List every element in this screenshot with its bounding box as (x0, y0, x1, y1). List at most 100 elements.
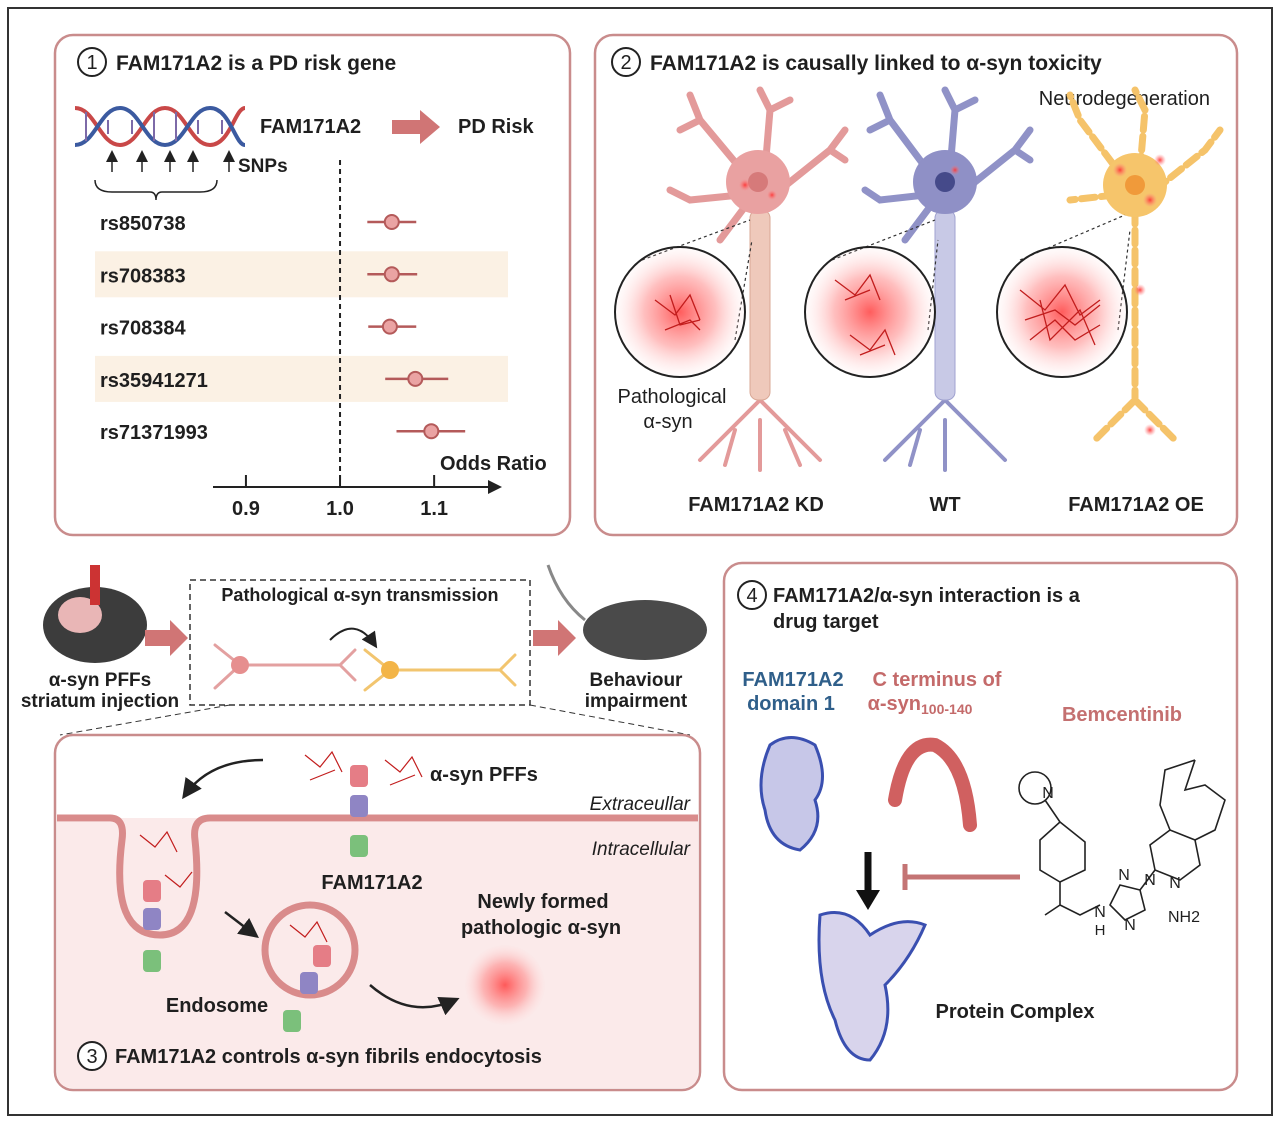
receptors (143, 765, 368, 1032)
dna-strand (74, 105, 246, 148)
snp-arrows (106, 150, 235, 172)
shape (1134, 284, 1146, 296)
cytoplasm (57, 822, 698, 1088)
panel-4: 4 FAM171A2/α-syn interaction is a drug t… (722, 561, 1239, 1092)
panel-title: FAM171A2/α-syn interaction is a (773, 585, 1081, 607)
x-tick-label: 1.1 (420, 498, 448, 520)
shape (654, 293, 701, 331)
condition-label: FAM171A2 KD (688, 494, 824, 516)
snp-label: rs708383 (100, 265, 186, 287)
cterminus-main: α-syn (868, 693, 921, 715)
odds-ratio-point (383, 266, 400, 283)
small-soma (381, 661, 399, 679)
outer-border (7, 7, 1273, 1116)
number-badge (737, 580, 767, 610)
complex-label: Protein Complex (936, 1001, 1095, 1023)
transmission-title: Pathological α-syn transmission (221, 585, 498, 605)
row-shade (95, 251, 508, 298)
fibrils (654, 273, 1101, 356)
shape (996, 246, 1128, 378)
odds-ratio-point (423, 423, 440, 440)
shape (734, 239, 753, 341)
shape (1019, 283, 1101, 346)
pathological-label: Pathological (618, 386, 727, 408)
complex-structure (817, 911, 927, 1062)
shape (143, 880, 161, 902)
panel-number: 3 (86, 1046, 97, 1068)
x-tick-label: 0.9 (232, 498, 260, 520)
endosome-label: Endosome (166, 995, 268, 1017)
shape (1143, 193, 1157, 207)
gene-label: FAM171A2 (260, 116, 361, 138)
nucleus-oe (1125, 175, 1145, 195)
outcome-label: Behaviour (590, 670, 684, 691)
shape (283, 1010, 301, 1032)
snp-label: rs708384 (100, 318, 187, 340)
newly-formed-label: Newly formed (477, 891, 608, 913)
transmission-box (189, 579, 531, 706)
shape (143, 908, 161, 930)
shape (1044, 882, 1101, 916)
shape (883, 398, 1007, 472)
shape (698, 398, 822, 472)
axon-wt (934, 209, 956, 401)
extracellular-label: Extraceullar (590, 794, 691, 815)
inhibition-arrow (902, 864, 1020, 890)
odds-ratio-point (407, 370, 424, 387)
small-neurons (213, 643, 517, 692)
odds-ratio-point (383, 214, 400, 230)
dna-strand (74, 105, 246, 148)
panel-title: FAM171A2 is causally linked to α-syn tox… (650, 52, 1102, 75)
pffs-label: α-syn PFFs (430, 764, 538, 786)
x-axis-arrow (488, 480, 502, 494)
neurodegeneration-label: Neurodegeneration (1039, 88, 1210, 110)
shape (213, 643, 357, 690)
risk-label: PD Risk (458, 116, 534, 138)
panel-title: drug target (773, 611, 879, 633)
panel-number: 1 (86, 52, 97, 74)
shape (614, 246, 746, 378)
odds-ratio-point (381, 318, 398, 335)
domain-label: domain 1 (747, 693, 835, 715)
pathological-label: α-syn (643, 411, 692, 433)
cterminus-label: α-syn100-140 (868, 693, 973, 717)
aggregates (739, 154, 1166, 436)
axon-kd (749, 209, 771, 401)
pff-fibrils (139, 750, 423, 943)
mouse-tail (546, 564, 586, 622)
panel-number: 4 (746, 585, 757, 607)
shape (1139, 829, 1201, 891)
shape (950, 165, 960, 175)
atom-label: N (1169, 875, 1181, 892)
snps-label: SNPs (238, 156, 288, 177)
endosome-vesicle (261, 901, 359, 999)
cterminus-structure (888, 737, 977, 832)
zoom-line (59, 704, 231, 736)
binding-arrow-head (856, 890, 880, 910)
panel-title: FAM171A2 is a PD risk gene (116, 52, 396, 75)
shape (313, 945, 331, 967)
internalize-arrow (224, 911, 259, 939)
shape (666, 86, 849, 244)
mouse-impaired (583, 600, 707, 660)
nucleus-kd (748, 172, 768, 192)
newly-formed-label: pathologic α-syn (461, 917, 621, 939)
flow-arrow (533, 620, 576, 656)
snp-brace (94, 179, 218, 201)
nucleus-wt (935, 172, 955, 192)
panel-1: 1 FAM171A2 is a PD risk gene FAM171A2 PD… (53, 33, 572, 537)
flow-arrow (145, 620, 188, 656)
atom-label: N (1118, 867, 1130, 884)
shape (767, 190, 777, 200)
shape (350, 765, 368, 787)
panel-3: α-syn PFFs Extraceullar Intracellular FA… (53, 733, 702, 1092)
atom-label: N (1144, 872, 1156, 889)
shape (739, 179, 751, 191)
panel-number: 2 (620, 52, 631, 74)
shape (1109, 884, 1146, 921)
shape (1039, 799, 1086, 883)
atom-label: H (1095, 922, 1106, 939)
receptor-label: FAM171A2 (321, 872, 422, 894)
shape (350, 795, 368, 817)
